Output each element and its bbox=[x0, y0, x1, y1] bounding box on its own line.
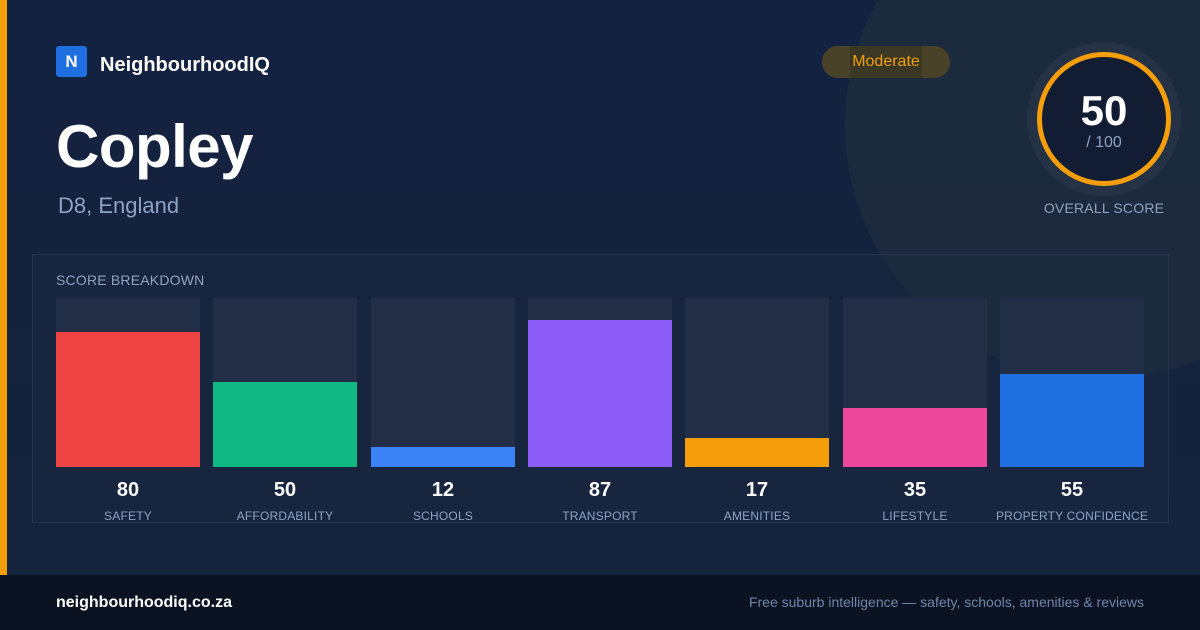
bar-value-label: 55 bbox=[1060, 479, 1084, 501]
brand-name: NeighbourhoodIQ bbox=[100, 54, 270, 76]
overall-score-ring: 50 / 100 bbox=[1027, 42, 1181, 196]
bar-track bbox=[1000, 298, 1144, 467]
footer: neighbourhoodiq.co.za Free suburb intell… bbox=[0, 575, 1200, 630]
bar-mark bbox=[213, 382, 357, 467]
bar-value-label: 87 bbox=[588, 479, 612, 501]
bar-track bbox=[843, 298, 987, 467]
footer-url[interactable]: neighbourhoodiq.co.za bbox=[56, 594, 232, 611]
bar-column: 12 SCHOOLS bbox=[371, 298, 515, 523]
bar-track bbox=[371, 298, 515, 467]
social-card: N NeighbourhoodIQ Copley D8, England Mod… bbox=[0, 0, 1200, 575]
brand-logo-icon: N bbox=[56, 46, 87, 77]
bar-value-label: 80 bbox=[116, 479, 140, 501]
bar-track bbox=[528, 298, 672, 467]
rating-badge: Moderate bbox=[822, 46, 950, 78]
bar-category-label: PROPERTY CONFIDENCE bbox=[995, 509, 1149, 523]
overall-score-max: / 100 bbox=[1086, 134, 1122, 151]
suburb-location: D8, England bbox=[58, 193, 180, 218]
bar-column: 17 AMENITIES bbox=[685, 298, 829, 523]
score-breakdown-panel: SCORE BREAKDOWN 80 SAFETY 50 AFFORDABILITY 1… bbox=[32, 254, 1169, 523]
bar-category-label: TRANSPORT bbox=[562, 509, 638, 523]
bar-value-label: 17 bbox=[745, 479, 769, 501]
breakdown-bar-chart: 80 SAFETY 50 AFFORDABILITY 12 SCHOOLS 87 TRANSP… bbox=[56, 298, 1148, 523]
bar-category-label: AMENITIES bbox=[723, 509, 791, 523]
bar-mark bbox=[685, 438, 829, 467]
brand[interactable]: N NeighbourhoodIQ bbox=[56, 46, 270, 77]
bar-mark bbox=[843, 408, 987, 467]
bar-category-label: LIFESTYLE bbox=[882, 509, 948, 523]
rating-badge-label: Moderate bbox=[852, 53, 920, 70]
bar-column: 87 TRANSPORT bbox=[528, 298, 672, 523]
accent-bar bbox=[0, 0, 7, 575]
bar-column: 55 PROPERTY CONFIDENCE bbox=[996, 298, 1148, 523]
bar-mark bbox=[56, 332, 200, 467]
bar-value-label: 12 bbox=[431, 479, 455, 501]
bar-category-label: AFFORDABILITY bbox=[236, 509, 334, 523]
bar-category-label: SCHOOLS bbox=[412, 509, 474, 523]
overall-score-circle: 50 / 100 bbox=[1037, 52, 1171, 186]
bar-mark bbox=[371, 447, 515, 467]
bar-track bbox=[213, 298, 357, 467]
bar-column: 35 LIFESTYLE bbox=[843, 298, 987, 523]
bar-track bbox=[56, 298, 200, 467]
overall-score-label: OVERALL SCORE bbox=[1043, 200, 1165, 216]
bar-value-label: 50 bbox=[273, 479, 297, 501]
suburb-title: Copley bbox=[56, 113, 254, 180]
bar-track bbox=[685, 298, 829, 467]
bar-value-label: 35 bbox=[903, 479, 927, 501]
breakdown-title: SCORE BREAKDOWN bbox=[56, 272, 205, 288]
footer-tagline: Free suburb intelligence — safety, schoo… bbox=[748, 594, 1144, 610]
bar-mark bbox=[1000, 374, 1144, 467]
bar-category-label: SAFETY bbox=[104, 509, 152, 523]
overall-score-value: 50 bbox=[1080, 87, 1128, 134]
bar-column: 50 AFFORDABILITY bbox=[213, 298, 357, 523]
bar-mark bbox=[528, 320, 672, 467]
bar-column: 80 SAFETY bbox=[56, 298, 200, 523]
